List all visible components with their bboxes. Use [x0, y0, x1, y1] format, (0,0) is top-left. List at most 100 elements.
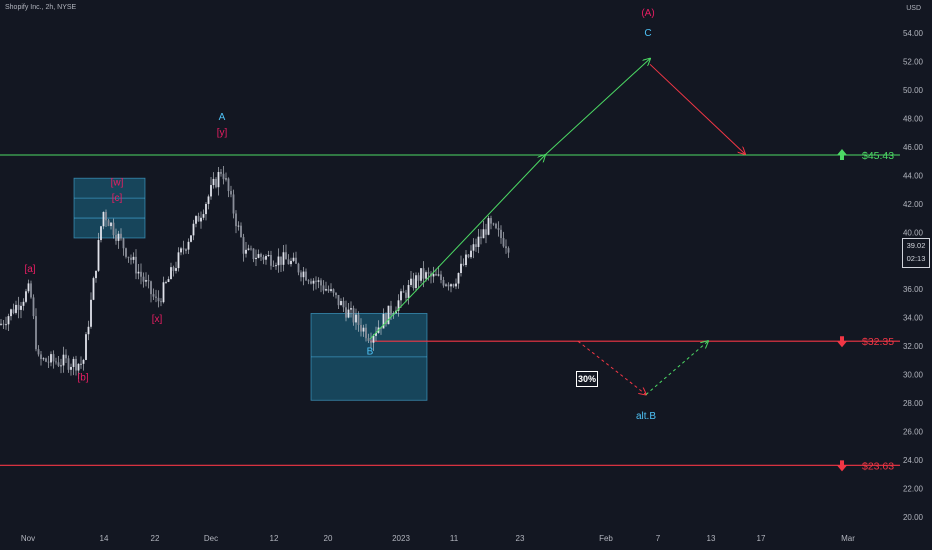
wave-label: [w]: [111, 177, 124, 188]
candle: [402, 291, 405, 293]
candle: [340, 301, 342, 306]
candle: [367, 338, 370, 341]
candle: [147, 280, 150, 282]
candle: [260, 254, 262, 257]
candle: [372, 335, 375, 343]
candle: [355, 314, 357, 323]
candle: [307, 280, 310, 282]
candle: [262, 256, 265, 260]
candle: [255, 257, 257, 260]
y-tick-label: 34.00: [903, 314, 924, 323]
candle: [70, 366, 72, 370]
candle: [400, 291, 402, 301]
candle: [107, 220, 110, 227]
candle: [120, 233, 122, 239]
candle: [497, 228, 500, 230]
candle: [222, 173, 225, 180]
candle: [37, 349, 40, 355]
candle: [470, 250, 472, 258]
candle: [192, 223, 195, 236]
y-tick-label: 40.00: [903, 228, 924, 237]
candles-group: [0, 165, 510, 379]
up-arrow-icon: [837, 148, 847, 160]
candle: [52, 354, 55, 362]
candle: [390, 305, 392, 315]
candle: [467, 254, 470, 258]
candle: [177, 252, 180, 269]
candle: [405, 292, 407, 298]
y-tick-label: 36.00: [903, 285, 924, 294]
candle: [457, 273, 460, 284]
candle: [207, 196, 210, 204]
candle: [335, 292, 337, 296]
candle: [145, 280, 147, 282]
x-tick-label: Nov: [21, 534, 35, 543]
candle: [302, 271, 305, 278]
candle: [45, 358, 47, 362]
candle: [105, 211, 107, 221]
candle: [362, 327, 365, 332]
candle: [312, 280, 315, 284]
candle: [297, 263, 300, 273]
candle: [417, 275, 420, 281]
candle: [475, 244, 477, 247]
candle: [5, 324, 7, 326]
candle: [92, 278, 95, 300]
wave-label: C: [644, 28, 651, 39]
projection-alt-down: [577, 340, 646, 394]
candle: [442, 280, 445, 286]
projection-alt-up: [645, 341, 708, 395]
y-tick-label: 50.00: [903, 86, 924, 95]
candle: [230, 191, 232, 195]
candle: [365, 327, 367, 339]
candle: [305, 271, 307, 281]
candle: [80, 363, 82, 365]
candle: [30, 283, 32, 298]
candle: [172, 267, 175, 271]
candle: [387, 305, 390, 325]
candle: [257, 254, 260, 258]
x-tick-label: Dec: [204, 534, 218, 543]
candle: [57, 362, 60, 366]
x-tick-label: 7: [656, 534, 661, 543]
candle: [477, 236, 480, 247]
y-tick-label: 46.00: [903, 143, 924, 152]
candle: [162, 282, 165, 303]
candle: [12, 309, 15, 313]
wave-label: A: [219, 112, 226, 123]
candle: [310, 281, 312, 284]
candle: [20, 305, 22, 310]
candle: [317, 280, 320, 282]
candle: [242, 237, 245, 254]
candle: [35, 316, 37, 350]
candle: [102, 211, 105, 227]
candle: [427, 272, 430, 274]
candle: [205, 203, 207, 215]
candle: [47, 361, 50, 363]
candle: [455, 283, 457, 287]
candle: [115, 235, 117, 241]
candle: [130, 257, 132, 260]
x-tick-label: Mar: [841, 534, 855, 543]
candle: [140, 271, 142, 277]
candle: [352, 308, 355, 323]
candle: [110, 222, 112, 227]
candle: [85, 334, 87, 360]
y-tick-label: 24.00: [903, 456, 924, 465]
candle: [320, 280, 322, 286]
candle: [40, 354, 42, 359]
candle: [2, 323, 5, 325]
candle: [502, 238, 505, 247]
candle: [452, 284, 455, 287]
candle: [90, 299, 92, 327]
candle: [272, 265, 275, 267]
candle: [127, 256, 130, 258]
candle: [325, 289, 327, 291]
y-tick-label: 54.00: [903, 29, 924, 38]
candle: [17, 304, 20, 310]
candle: [350, 308, 352, 310]
candle: [327, 289, 330, 291]
candle: [460, 263, 462, 274]
